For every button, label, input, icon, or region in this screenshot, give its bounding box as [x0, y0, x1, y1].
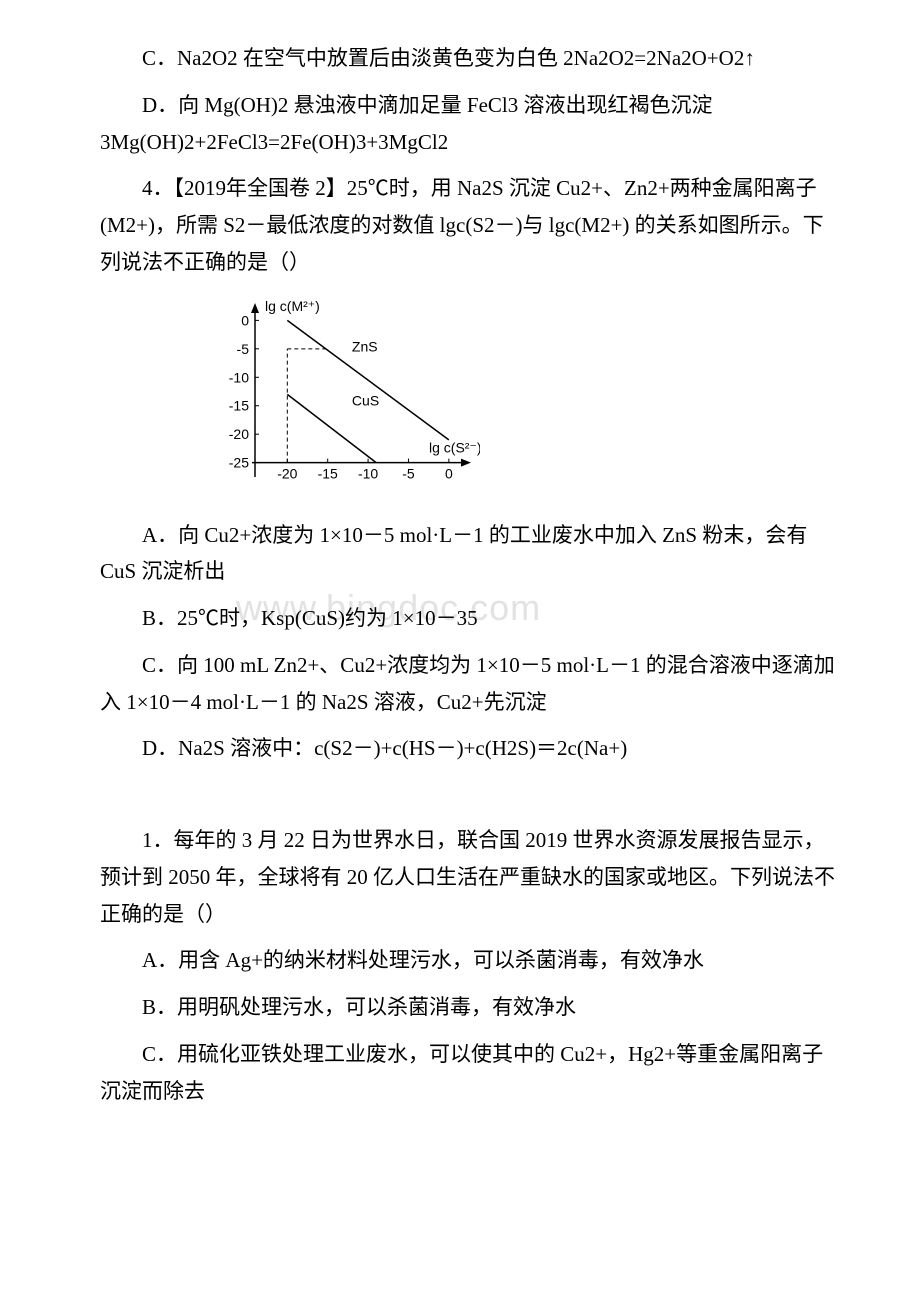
q4-opt-a-text: A．向 Cu2+浓度为 1×10－5 mol·L－1 的工业废水中加入 ZnS …: [100, 523, 807, 584]
svg-text:-25: -25: [229, 454, 249, 470]
section-gap: [100, 777, 840, 822]
svg-text:-20: -20: [277, 465, 297, 481]
svg-text:0: 0: [241, 312, 249, 328]
svg-text:-5: -5: [237, 340, 250, 356]
svg-text:0: 0: [445, 465, 453, 481]
q4-prompt: 4．【2019年全国卷 2】25℃时，用 Na2S 沉淀 Cu2+、Zn2+两种…: [100, 170, 840, 280]
page-content: C．Na2O2 在空气中放置后由淡黄色变为白色 2Na2O2=2Na2O+O2↑…: [100, 40, 840, 1109]
svg-text:-15: -15: [229, 397, 249, 413]
q4-opt-b: B．25℃时，Ksp(CuS)约为 1×10－35: [100, 600, 840, 637]
svg-text:lg c(M²⁺): lg c(M²⁺): [265, 299, 320, 314]
qn1-opt-c: C．用硫化亚铁处理工业废水，可以使其中的 Cu2+，Hg2+等重金属阳离子沉淀而…: [100, 1036, 840, 1110]
svg-text:-10: -10: [358, 465, 378, 481]
q4-opt-d: D．Na2S 溶液中：c(S2－)+c(HS－)+c(H2S)＝2c(Na+): [100, 730, 840, 767]
q4-opt-a: A．向 Cu2+浓度为 1×10－5 mol·L－1 的工业废水中加入 ZnS …: [100, 517, 840, 591]
svg-text:ZnS: ZnS: [352, 338, 378, 354]
qn1-opt-a: A．用含 Ag+的纳米材料处理污水，可以杀菌消毒，有效净水: [100, 942, 840, 979]
svg-text:-5: -5: [402, 465, 415, 481]
svg-text:-15: -15: [318, 465, 338, 481]
svg-text:CuS: CuS: [352, 392, 379, 408]
opt-d-prev: D．向 Mg(OH)2 悬浊液中滴加足量 FeCl3 溶液出现红褐色沉淀 3Mg…: [100, 87, 840, 161]
q4-chart: 0 -5 -10 -15 -20 -25 -20 -15 -10 -5 0 lg c(M²⁺) lg c…: [200, 299, 480, 499]
svg-text:-10: -10: [229, 369, 249, 385]
svg-text:-20: -20: [229, 426, 249, 442]
qn1-prompt: 1．每年的 3 月 22 日为世界水日，联合国 2019 世界水资源发展报告显示…: [100, 822, 840, 932]
qn1-opt-b: B．用明矾处理污水，可以杀菌消毒，有效净水: [100, 989, 840, 1026]
q4-opt-c: C．向 100 mL Zn2+、Cu2+浓度均为 1×10－5 mol·L－1 …: [100, 647, 840, 721]
svg-text:lg c(S²⁻): lg c(S²⁻): [429, 439, 480, 455]
opt-c-prev: C．Na2O2 在空气中放置后由淡黄色变为白色 2Na2O2=2Na2O+O2↑: [100, 40, 840, 77]
